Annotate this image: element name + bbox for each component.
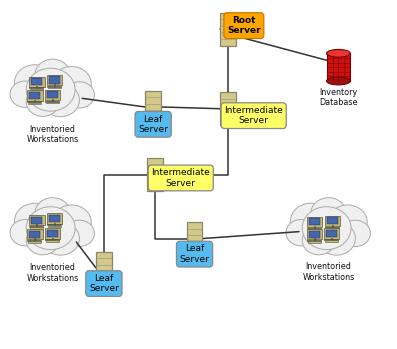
- FancyBboxPatch shape: [45, 90, 60, 100]
- Text: Leaf
Server: Leaf Server: [179, 244, 210, 264]
- FancyBboxPatch shape: [28, 103, 41, 104]
- Text: Inventoried
Workstations: Inventoried Workstations: [27, 263, 79, 283]
- FancyBboxPatch shape: [49, 76, 60, 83]
- Circle shape: [10, 81, 40, 107]
- FancyBboxPatch shape: [47, 91, 58, 98]
- FancyBboxPatch shape: [29, 92, 40, 99]
- Text: Leaf
Server: Leaf Server: [138, 114, 168, 134]
- Circle shape: [14, 65, 56, 101]
- FancyBboxPatch shape: [46, 240, 59, 242]
- FancyBboxPatch shape: [145, 90, 161, 124]
- Text: Inventoried
Workstations: Inventoried Workstations: [27, 125, 79, 144]
- FancyBboxPatch shape: [27, 229, 42, 239]
- FancyBboxPatch shape: [327, 217, 338, 224]
- Circle shape: [52, 205, 91, 240]
- FancyBboxPatch shape: [307, 217, 322, 227]
- FancyBboxPatch shape: [96, 252, 112, 284]
- FancyBboxPatch shape: [308, 241, 321, 243]
- Text: Root
Server: Root Server: [227, 16, 261, 35]
- FancyBboxPatch shape: [48, 225, 61, 227]
- FancyBboxPatch shape: [47, 230, 58, 237]
- Circle shape: [10, 220, 40, 246]
- Circle shape: [328, 205, 367, 240]
- Text: Intermediate
Server: Intermediate Server: [151, 168, 210, 188]
- FancyBboxPatch shape: [29, 76, 44, 87]
- Circle shape: [286, 220, 316, 246]
- FancyBboxPatch shape: [45, 228, 60, 239]
- FancyBboxPatch shape: [31, 78, 42, 85]
- Ellipse shape: [327, 50, 350, 57]
- Text: Intermediate
Server: Intermediate Server: [224, 106, 283, 125]
- FancyBboxPatch shape: [324, 228, 339, 239]
- FancyBboxPatch shape: [47, 75, 62, 85]
- FancyBboxPatch shape: [31, 217, 42, 224]
- FancyBboxPatch shape: [326, 228, 339, 229]
- FancyBboxPatch shape: [327, 53, 350, 81]
- FancyBboxPatch shape: [309, 231, 320, 238]
- FancyBboxPatch shape: [46, 102, 59, 103]
- FancyBboxPatch shape: [48, 87, 61, 89]
- Text: Leaf
Server: Leaf Server: [89, 274, 119, 293]
- FancyBboxPatch shape: [325, 240, 338, 242]
- FancyBboxPatch shape: [49, 215, 60, 222]
- Circle shape: [318, 222, 355, 255]
- Circle shape: [64, 82, 94, 108]
- Circle shape: [26, 207, 75, 250]
- Circle shape: [35, 59, 70, 90]
- Circle shape: [290, 203, 331, 239]
- FancyBboxPatch shape: [307, 229, 322, 239]
- Circle shape: [340, 220, 370, 246]
- Text: Inventory
Database: Inventory Database: [319, 88, 358, 107]
- FancyBboxPatch shape: [30, 227, 43, 229]
- Circle shape: [26, 68, 75, 111]
- FancyBboxPatch shape: [326, 230, 337, 237]
- FancyBboxPatch shape: [27, 90, 42, 101]
- Circle shape: [52, 66, 91, 101]
- Circle shape: [302, 226, 335, 255]
- FancyBboxPatch shape: [29, 231, 40, 238]
- Circle shape: [64, 220, 94, 246]
- Circle shape: [26, 226, 59, 255]
- FancyBboxPatch shape: [220, 13, 236, 45]
- FancyBboxPatch shape: [147, 158, 163, 191]
- Circle shape: [311, 198, 346, 229]
- FancyBboxPatch shape: [325, 216, 340, 226]
- Circle shape: [42, 222, 79, 255]
- Circle shape: [42, 83, 79, 117]
- Circle shape: [302, 207, 351, 250]
- Text: Inventoried
Workstations: Inventoried Workstations: [303, 262, 355, 282]
- Circle shape: [14, 203, 56, 239]
- Circle shape: [26, 87, 59, 116]
- FancyBboxPatch shape: [308, 229, 321, 230]
- FancyBboxPatch shape: [47, 213, 62, 224]
- FancyBboxPatch shape: [187, 222, 202, 255]
- FancyBboxPatch shape: [30, 89, 43, 90]
- FancyBboxPatch shape: [29, 215, 44, 225]
- FancyBboxPatch shape: [220, 92, 236, 125]
- FancyBboxPatch shape: [28, 241, 41, 243]
- Circle shape: [35, 198, 70, 229]
- FancyBboxPatch shape: [309, 218, 320, 225]
- Ellipse shape: [327, 77, 350, 85]
